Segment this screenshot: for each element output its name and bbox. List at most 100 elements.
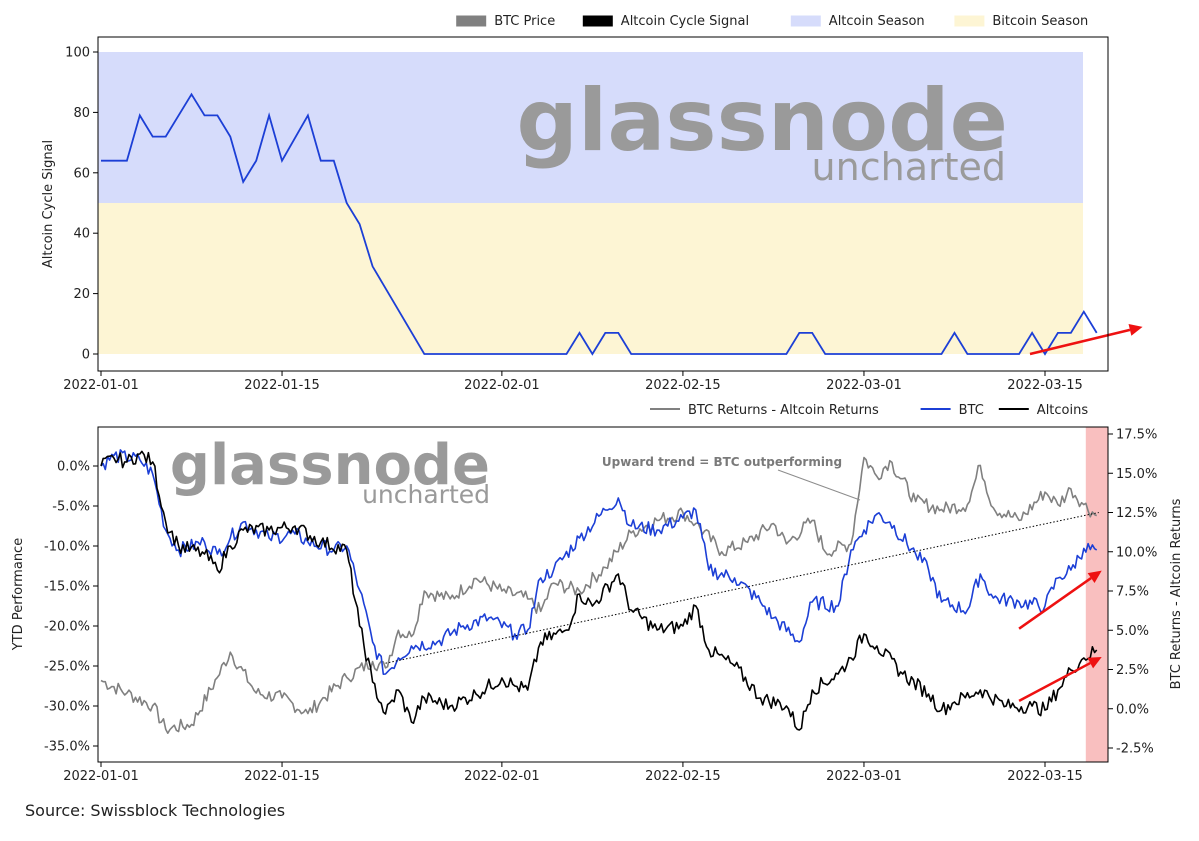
altcoin-signal-line (101, 92, 1098, 356)
bottom-y-axis-label: YTD Performance (11, 538, 26, 651)
top-arrows (1029, 324, 1143, 356)
bottom-series (100, 449, 1098, 734)
bottom-y2-axis-label: BTC Returns - Altcoin Returns (1169, 498, 1184, 689)
bottom-x-tick-label: 2022-03-01 (826, 769, 902, 784)
bottom-y-tick-label: -5.0% (52, 500, 90, 515)
top-x-tick-label: 2022-02-15 (645, 378, 721, 393)
bottom-panel: glassnode uncharted Upward trend = BTC o… (11, 403, 1184, 784)
legend-label: Altcoin Cycle Signal (621, 14, 749, 29)
legend-swatch (456, 15, 487, 27)
bottom-legend: BTC Returns - Altcoin Returns BTC Altcoins (650, 403, 1088, 418)
legend-label: Altcoins (1037, 403, 1089, 418)
annotation-leader (777, 469, 861, 501)
trend-arrow (1018, 656, 1102, 703)
top-y-tick-label: 80 (73, 106, 90, 121)
bottom-y2-tick-label: 12.5% (1116, 506, 1157, 521)
legend-entry: BTC (920, 403, 984, 418)
bottom-y2-tick-label: 15.0% (1116, 467, 1157, 482)
btc-minus-altcoin-returns-line (100, 456, 1098, 734)
watermark-glassnode: glassnode (516, 71, 1008, 171)
trend-arrow (1018, 570, 1102, 630)
top-y-ticks: 0 20 40 60 80 100 (65, 46, 98, 363)
bottom-watermark: glassnode uncharted (170, 433, 490, 509)
arrow-shaft (1029, 328, 1131, 356)
top-y-tick-label: 20 (73, 287, 90, 302)
legend-label: BTC Price (494, 14, 555, 29)
bottom-plot-frame (97, 426, 1109, 763)
bottom-y-tick-label: -25.0% (44, 660, 90, 675)
trend-line (385, 512, 1099, 664)
bottom-x-tick-label: 2022-02-15 (645, 769, 721, 784)
top-y-tick-label: 60 (73, 166, 90, 181)
bottom-y-ticks: 0.0% -5.0% -10.0% -15.0% -20.0% -25.0% -30.0% -… (44, 460, 98, 755)
top-plot-frame (97, 36, 1109, 372)
bottom-y2-tick-label: 0.0% (1116, 702, 1149, 717)
bottom-y2-tick-label: 5.0% (1116, 624, 1149, 639)
legend-swatch (790, 15, 821, 27)
bottom-y-tick-label: -15.0% (44, 580, 90, 595)
top-series (100, 92, 1098, 356)
bottom-x-tick-label: 2022-03-15 (1007, 769, 1083, 784)
legend-entry: BTC Returns - Altcoin Returns (650, 403, 879, 418)
bottom-y-tick-label: -10.0% (44, 540, 90, 555)
top-x-tick-label: 2022-01-15 (244, 378, 320, 393)
top-x-tick-label: 2022-03-01 (826, 378, 902, 393)
bottom-x-tick-label: 2022-01-01 (63, 769, 139, 784)
legend-label: BTC (959, 403, 984, 418)
legend-swatch (582, 15, 613, 27)
recent-highlight-band (1085, 427, 1108, 762)
top-x-tick-label: 2022-01-01 (63, 378, 139, 393)
arrow-head (1087, 570, 1102, 583)
legend-label: Altcoin Season (829, 14, 925, 29)
annotation-text: Upward trend = BTC outperforming (602, 455, 842, 469)
bottom-x-tick-label: 2022-02-01 (464, 769, 540, 784)
bottom-y2-tick-label: -2.5% (1116, 742, 1154, 757)
band-altcoin-season (98, 52, 1083, 203)
top-legend: BTC Price Altcoin Cycle Signal Altcoin Sea… (456, 14, 1088, 29)
trend-annotation: Upward trend = BTC outperforming (602, 455, 861, 501)
watermark-uncharted: uncharted (362, 480, 490, 509)
bottom-y2-tick-label: 7.5% (1116, 585, 1149, 600)
watermark-glassnode: glassnode (170, 433, 490, 498)
bottom-y2-tick-label: 17.5% (1116, 428, 1157, 443)
bottom-y-tick-label: -35.0% (44, 740, 90, 755)
bottom-y-tick-label: -20.0% (44, 620, 90, 635)
recent-highlight (1085, 427, 1108, 762)
bottom-y-tick-label: 0.0% (57, 460, 90, 475)
source-note: Source: Swissblock Technologies (25, 801, 285, 820)
bottom-y2-tick-label: 2.5% (1116, 663, 1149, 678)
top-panel: glassnode uncharted 0 20 40 60 80 100 2022-01… (41, 14, 1143, 393)
legend-entry: Altcoin Season (790, 14, 925, 29)
legend-entry: Altcoins (998, 403, 1089, 418)
watermark-uncharted: uncharted (812, 145, 1006, 189)
arrow-shaft (1018, 661, 1091, 703)
arrow-head (1087, 656, 1102, 669)
top-y-tick-label: 0 (82, 348, 90, 363)
legend-label: BTC Returns - Altcoin Returns (688, 403, 879, 418)
arrow-head (1128, 324, 1143, 336)
trend-arrow (1029, 324, 1143, 356)
bottom-arrows (1018, 570, 1102, 703)
bottom-x-ticks: 2022-01-01 2022-01-15 2022-02-01 2022-02-15… (63, 762, 1083, 784)
season-bands (98, 52, 1083, 354)
bottom-y-tick-label: -30.0% (44, 700, 90, 715)
top-y-tick-label: 40 (73, 227, 90, 242)
bottom-x-tick-label: 2022-01-15 (244, 769, 320, 784)
legend-entry: Altcoin Cycle Signal (582, 14, 749, 29)
top-x-tick-label: 2022-02-01 (464, 378, 540, 393)
legend-entry: BTC Price (456, 14, 555, 29)
top-watermark: glassnode uncharted (516, 71, 1008, 189)
bottom-y2-ticks: 17.5% 15.0% 12.5% 10.0% 7.5% 5.0% 2.5% 0.0% -2.5… (1108, 428, 1157, 757)
bottom-y2-tick-label: 10.0% (1116, 545, 1157, 560)
top-y-tick-label: 100 (65, 46, 90, 61)
top-x-ticks: 2022-01-01 2022-01-15 2022-02-01 2022-02-15… (63, 371, 1083, 393)
trend-dotted-line (385, 512, 1099, 664)
top-x-tick-label: 2022-03-15 (1007, 378, 1083, 393)
altcoins-line (100, 450, 1098, 731)
top-y-axis-label: Altcoin Cycle Signal (41, 140, 56, 268)
band-bitcoin-season (98, 203, 1083, 354)
legend-label: Bitcoin Season (992, 14, 1088, 29)
arrow-shaft (1018, 577, 1092, 630)
